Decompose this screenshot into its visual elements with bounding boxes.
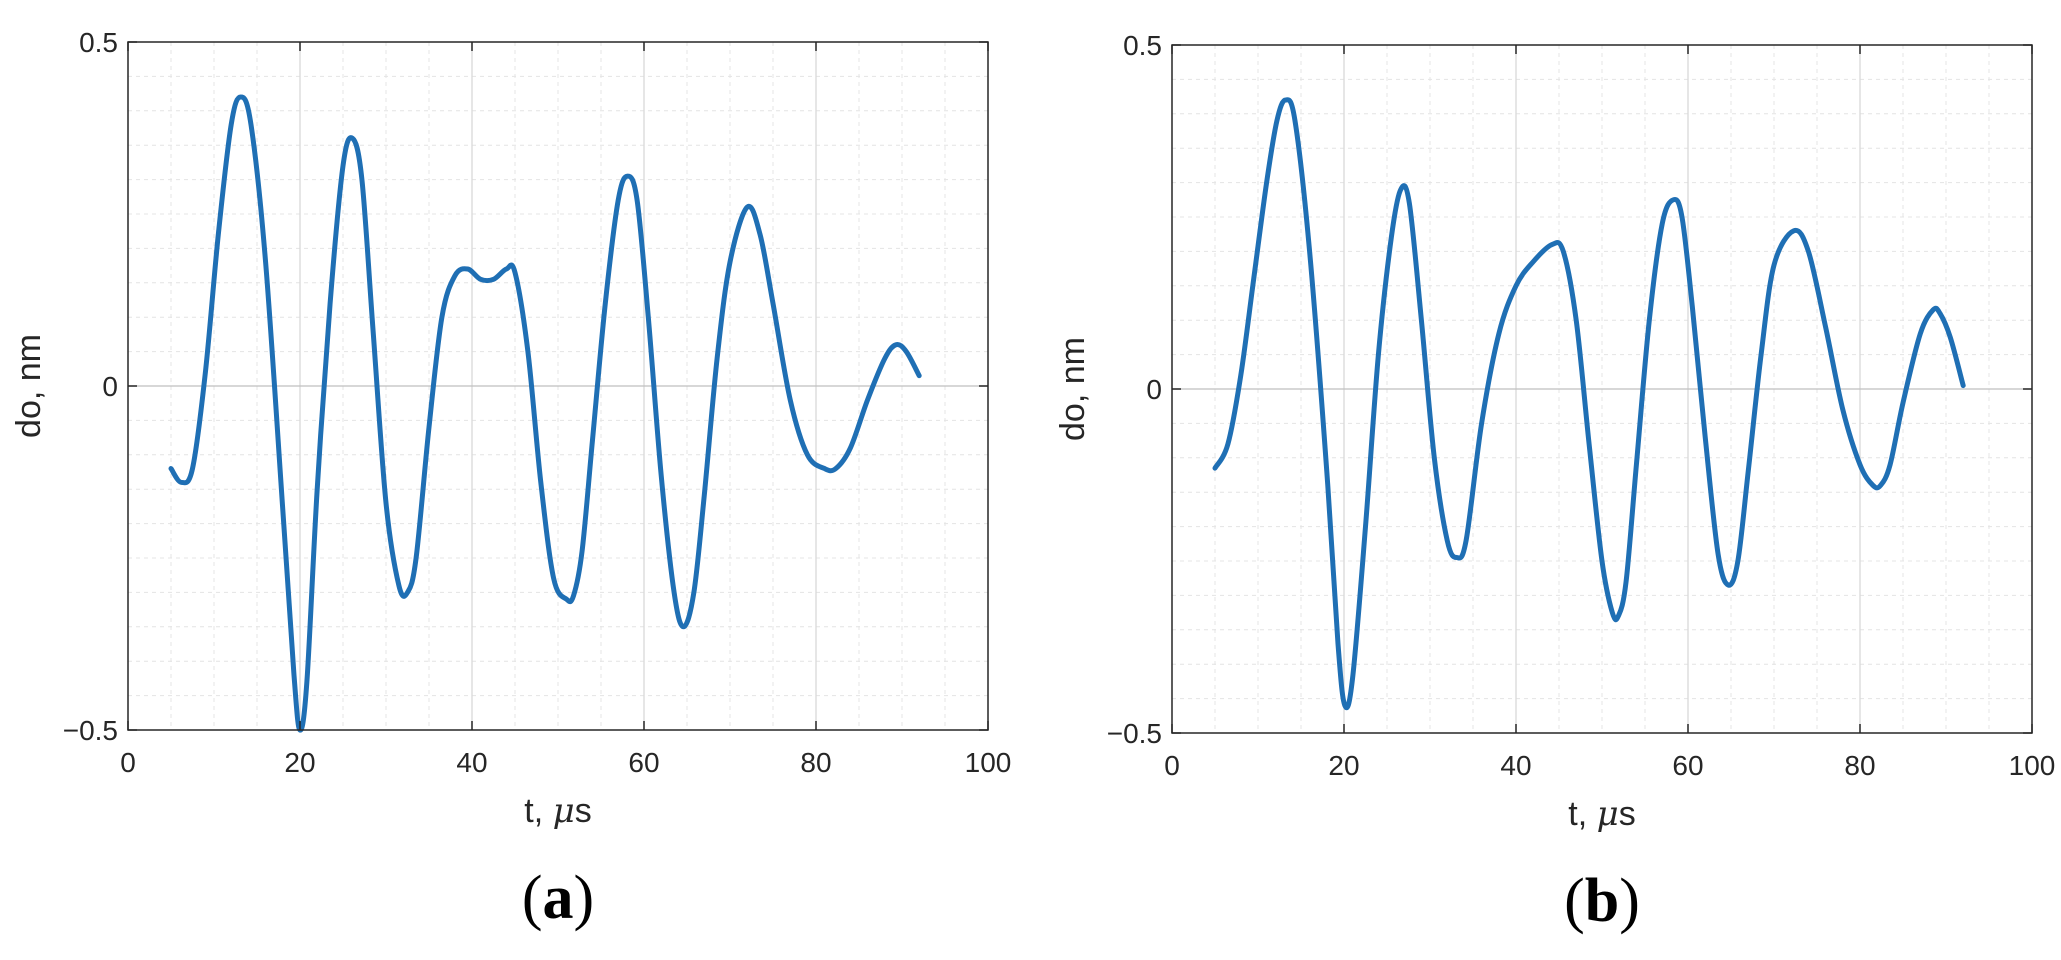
y-axis-label: do, nm [1054,337,1092,441]
x-tick-label: 60 [628,747,659,778]
y-tick-label: −0.5 [1107,718,1162,749]
x-tick-label: 100 [2009,750,2056,781]
x-tick-label: 0 [120,747,136,778]
x-axis-label: t, μs [524,791,591,831]
x-tick-label: 80 [1844,750,1875,781]
panel-label-a: (a) [522,864,594,932]
x-tick-label: 80 [800,747,831,778]
y-tick-label: 0.5 [79,27,118,58]
panel-label-b: (b) [1564,867,1640,935]
x-tick-label: 20 [284,747,315,778]
x-tick-label: 40 [1500,750,1531,781]
x-tick-labels: 0 20 40 60 80 100 [120,747,1011,778]
x-tick-labels: 0 20 40 60 80 100 [1164,750,2055,781]
y-tick-label: 0 [1146,374,1162,405]
y-tick-label: 0 [102,371,118,402]
x-tick-label: 40 [456,747,487,778]
tick-marks [1171,44,2033,734]
series-line-a [168,94,922,733]
x-axis-label: t, μs [1568,794,1635,834]
x-tick-label: 20 [1328,750,1359,781]
y-tick-labels: −0.5 0 0.5 [63,27,118,746]
x-tick-label: 60 [1672,750,1703,781]
chart-panel-b: 0 20 40 60 80 100 −0.500.5 t, μs do, nm (b) [1054,30,2055,935]
chart-panel-a: 0 20 40 60 80 100 −0.500.5 t, μs do, nm (a) [10,27,1011,932]
y-tick-label: −0.5 [63,715,118,746]
y-axis-label: do, nm [10,334,48,438]
y-tick-label: 0.5 [1123,30,1162,61]
tick-marks [127,41,989,731]
series-line-b [1212,97,1966,711]
x-tick-label: 100 [965,747,1012,778]
x-tick-label: 0 [1164,750,1180,781]
y-tick-labels: −0.5 0 0.5 [1107,30,1162,749]
